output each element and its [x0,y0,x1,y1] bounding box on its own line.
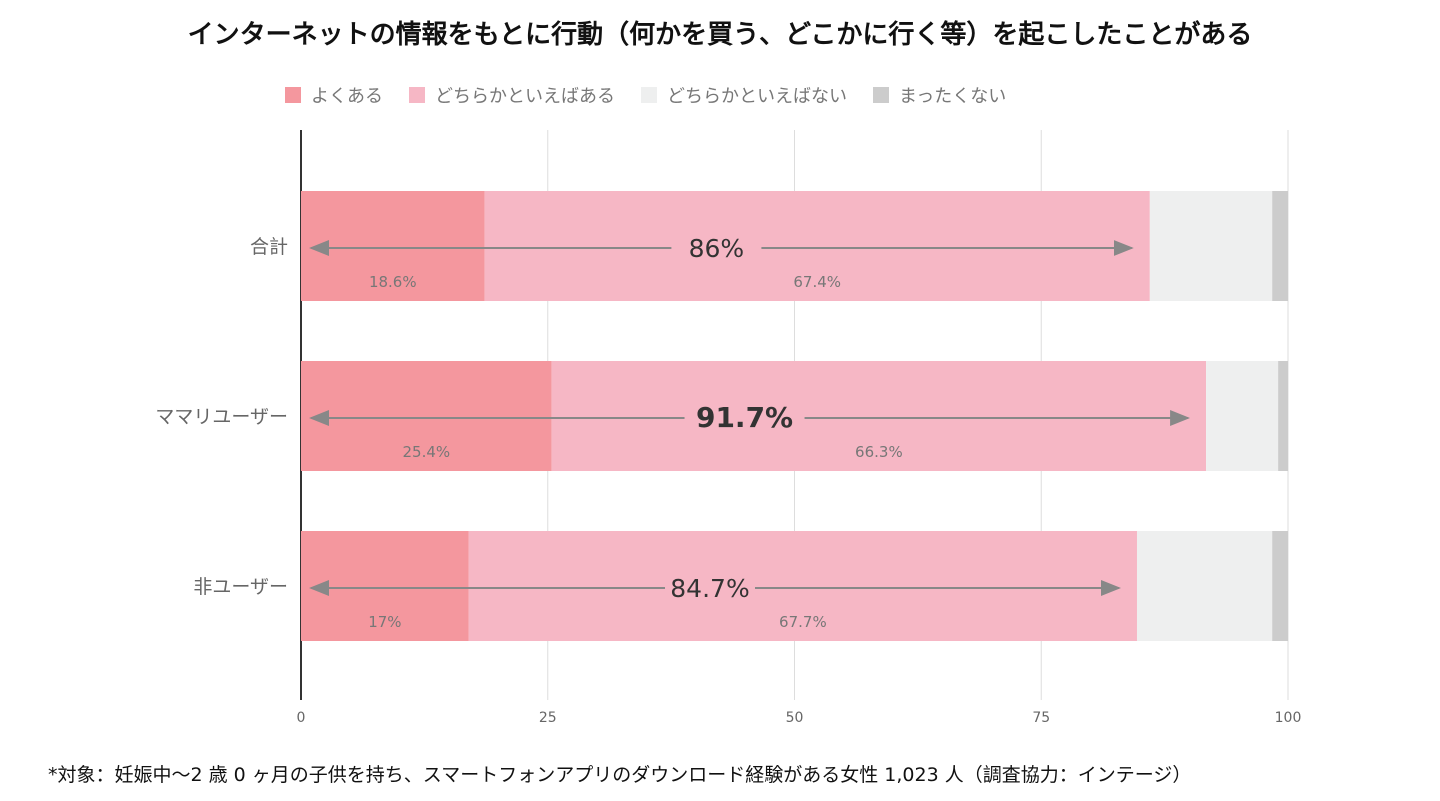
legend-label: どちらかといえばある [435,86,615,107]
legend-item: よくある [285,82,383,108]
bar-segment [301,191,485,301]
bar-segment [1206,361,1279,471]
legend-swatch [409,87,425,103]
legend-swatch [873,87,889,103]
category-label: 非ユーザー [193,576,288,598]
bar-segment [1136,531,1273,641]
bar-segment [1272,531,1288,641]
legend-swatch [641,87,657,103]
legend-label: どちらかといえばない [667,86,847,107]
legend-item: まったくない [873,82,1006,108]
category-label: ママリユーザー [155,406,288,428]
x-tick-label: 75 [1032,710,1050,726]
data-label: 18.6% [369,273,417,291]
footnote: *対象：妊娠中〜2 歳 0 ヶ月の子供を持ち、スマートフォンアプリのダウンロード… [48,764,1192,786]
legend-label: よくある [311,86,383,107]
x-tick-label: 25 [539,710,557,726]
bar-segment [1278,361,1288,471]
bar-segment [468,531,1137,641]
bar-segment [551,361,1207,471]
data-label: 67.7% [779,613,827,631]
data-label: 66.3% [855,443,903,461]
data-label: 17% [368,613,401,631]
legend: よくある どちらかといえばある どちらかといえばない まったくない [285,82,1006,108]
total-label: 91.7% [696,401,793,434]
legend-swatch [285,87,301,103]
legend-label: まったくない [899,86,1007,107]
x-tick-label: 100 [1275,710,1302,726]
total-label: 86% [689,234,745,263]
x-tick-label: 50 [786,710,804,726]
bar-segment [301,361,552,471]
category-label: 合計 [250,236,288,258]
data-label: 25.4% [403,443,451,461]
bar-segment [484,191,1150,301]
legend-item: どちらかといえばある [409,82,615,108]
bar-segment [1272,191,1288,301]
chart-title: インターネットの情報をもとに行動（何かを買う、どこかに行く等）を起こしたことがあ… [187,20,1253,50]
legend-item: どちらかといえばない [641,82,847,108]
data-label: 67.4% [793,273,841,291]
total-label: 84.7% [670,574,749,603]
x-tick-label: 0 [297,710,306,726]
bar-segment [1149,191,1273,301]
